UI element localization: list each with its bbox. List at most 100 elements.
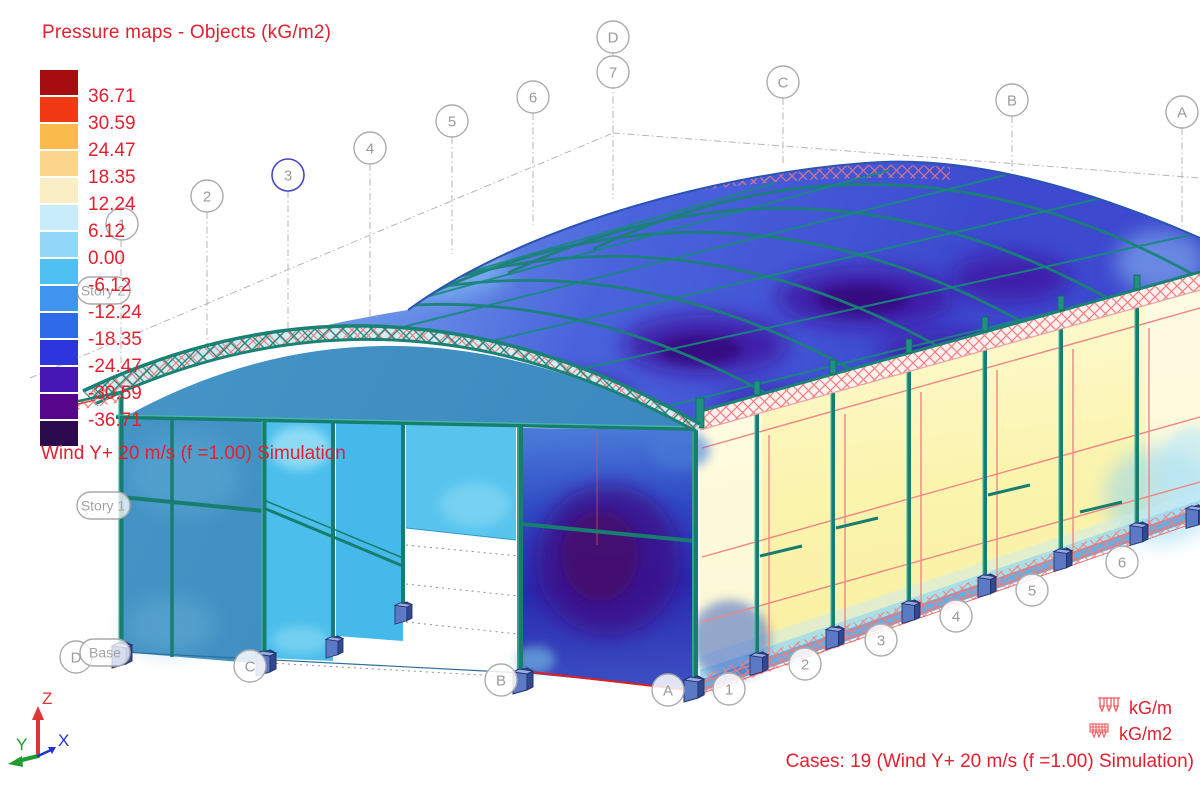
svg-text:5: 5 [1028,582,1036,599]
grid-bubble-2-bottom: 2 [788,647,822,681]
svg-text:C: C [778,74,789,91]
active-case-status: Cases: 19 (Wind Y+ 20 m/s (f =1.00) Simu… [785,751,1194,772]
grid-bubble-4-bottom: 4 [939,599,973,633]
svg-text:A: A [663,682,673,699]
surface-load-unit: kG/m2 [1118,723,1172,744]
svg-text:Base: Base [89,644,121,660]
load-case-label: Wind Y+ 20 m/s (f =1.00) Simulation [41,443,346,464]
svg-text:2: 2 [203,188,211,205]
gable-frame-members [115,388,698,693]
axis-x-label: X [58,731,69,750]
legend-swatch [40,286,78,311]
legend-value: -18.35 [88,329,142,350]
legend-swatch [40,97,78,122]
svg-text:C: C [245,658,256,675]
legend-value: -30.59 [88,383,142,404]
gable-base-edge [120,651,524,674]
grid-bubble-5: 5 [435,104,469,138]
grid-bubble-B-top: B [995,83,1029,117]
grid-bubble-3-selected: 3 [271,158,305,192]
svg-text:D: D [71,649,82,666]
surface-load-icon [1089,723,1109,739]
grid-construction-lines [29,53,1200,386]
story-label-2: Story 2 [76,276,131,305]
side-wall-columns [755,308,1139,672]
svg-text:2: 2 [801,656,809,673]
svg-text:6: 6 [1118,554,1126,571]
grid-bubble-7: 7 [596,55,630,89]
grid-bubble-5-bottom: 5 [1015,573,1049,607]
axis-z-label: Z [42,692,52,708]
side-wall-pressure-map[interactable] [690,290,1200,696]
pressure-map-title: Pressure maps - Objects (kG/m2) [42,22,332,43]
grid-bubble-4: 4 [353,131,387,165]
story-label-1: Story 1 [76,491,131,520]
line-load-icon [1098,697,1120,713]
pressure-scale-legend: 36.71 30.59 24.47 18.35 12.24 6.12 0.00 -6.12 -1… [40,70,180,470]
grid-bubble-A-bottom: A [651,673,685,707]
interior-floor-dotted-lines [269,544,519,678]
story-label-base: Base [79,638,131,667]
line-load-row: kG/m [1086,695,1172,721]
legend-value: 12.24 [88,194,136,215]
svg-text:3: 3 [877,632,885,649]
legend-value: -24.47 [88,356,142,377]
wall-cladding-rails [701,307,1200,665]
svg-text:1: 1 [118,216,126,233]
eave-posts [695,274,1141,429]
legend-swatch [40,259,78,284]
grid-bubble-D-top: D [596,20,630,54]
grid-bubble-6-bottom: 6 [1105,545,1139,579]
legend-value: 24.47 [88,140,136,161]
legend-swatch [40,340,78,365]
grid-bubble-3-bottom: 3 [864,623,898,657]
story-labels[interactable]: Story 2 Story 1 Base [76,276,131,667]
line-load-unit: kG/m [1129,697,1172,718]
side-wall-girts [759,483,1123,558]
legend-swatch [40,205,78,230]
legend-swatch [40,151,78,176]
svg-text:1: 1 [725,681,733,698]
legend-swatch [40,313,78,338]
legend-swatch [40,367,78,392]
legend-swatch [40,124,78,149]
legend-swatch [40,394,78,419]
eave-truss-band [695,270,1200,431]
load-units-legend: kG/m kG/m2 [1086,695,1172,747]
legend-swatch [40,70,78,95]
svg-text:6: 6 [529,89,537,106]
svg-text:B: B [1007,92,1017,109]
svg-text:B: B [496,672,506,689]
legend-value: -6.12 [88,275,132,296]
svg-text:Story 2: Story 2 [81,282,126,298]
grid-bubbles[interactable]: 1 2 3 4 5 6 7 D C B A D C B A 1 2 3 4 5 … [59,20,1199,707]
grid-bubble-2: 2 [190,179,224,213]
legend-value: 0.00 [88,248,125,269]
grid-bubble-1-bottom: 1 [712,672,746,706]
legend-value: -12.24 [88,302,142,323]
legend-swatch [40,421,78,446]
svg-text:A: A [1177,104,1187,121]
grid-bubble-C-bottom: C [233,649,267,683]
svg-text:4: 4 [952,608,960,625]
axis-triad: Z Y X [8,692,69,767]
grid-bubble-C-top: C [766,65,800,99]
svg-text:4: 4 [366,140,374,157]
svg-text:D: D [608,29,619,46]
svg-text:7: 7 [609,64,617,81]
legend-value: 18.35 [88,167,136,188]
grid-bubble-1: 1 [105,207,139,241]
legend-value: 6.12 [88,221,125,242]
svg-text:5: 5 [448,113,456,130]
gable-wall-pressure-map[interactable] [120,345,710,692]
axis-y-label: Y [16,735,27,754]
roof-ridge-edge [407,160,1200,311]
svg-text:3: 3 [284,167,292,184]
svg-text:Story 1: Story 1 [81,497,126,513]
grid-bubble-B-bottom: B [484,663,518,697]
legend-value: 36.71 [88,86,136,107]
legend-value: -36.71 [88,410,142,431]
grid-bubble-6: 6 [516,80,550,114]
